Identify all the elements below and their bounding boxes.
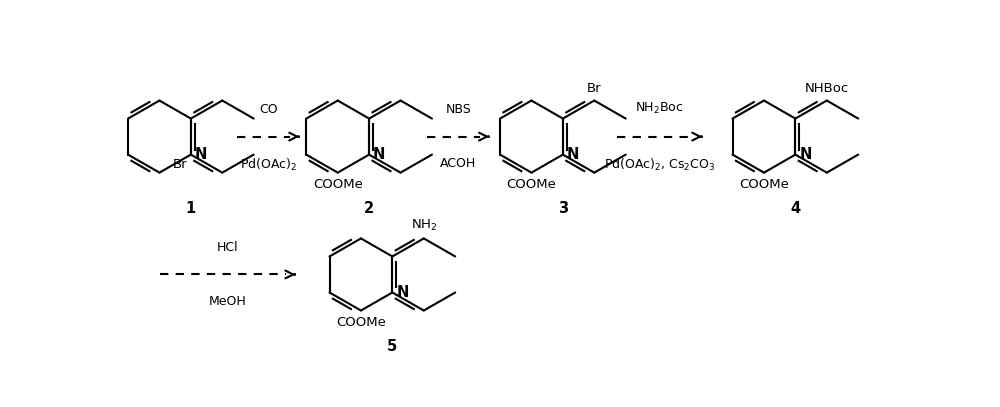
Text: MeOH: MeOH: [209, 295, 247, 308]
Text: N: N: [195, 147, 207, 162]
Text: N: N: [799, 147, 812, 162]
Text: 5: 5: [387, 339, 398, 354]
Text: COOMe: COOMe: [507, 178, 556, 191]
Text: N: N: [396, 285, 409, 300]
Text: NH$_2$: NH$_2$: [411, 218, 437, 233]
Text: HCl: HCl: [217, 241, 239, 254]
Text: CO: CO: [259, 103, 278, 116]
Text: NBS: NBS: [445, 103, 471, 116]
Text: NH$_2$Boc: NH$_2$Boc: [635, 101, 684, 116]
Text: 4: 4: [790, 201, 800, 216]
Text: COOMe: COOMe: [313, 178, 363, 191]
Text: COOMe: COOMe: [739, 178, 789, 191]
Text: Pd(OAc)$_2$, Cs$_2$CO$_3$: Pd(OAc)$_2$, Cs$_2$CO$_3$: [604, 157, 715, 173]
Text: N: N: [373, 147, 385, 162]
Text: NHBoc: NHBoc: [805, 82, 849, 95]
Text: Pd(OAc)$_2$: Pd(OAc)$_2$: [240, 157, 297, 173]
Text: 3: 3: [558, 201, 568, 216]
Text: N: N: [567, 147, 579, 162]
Text: COOMe: COOMe: [336, 316, 386, 329]
Text: ACOH: ACOH: [440, 157, 476, 170]
Text: 1: 1: [186, 201, 196, 216]
Text: Br: Br: [172, 158, 187, 171]
Text: 2: 2: [364, 201, 374, 216]
Text: Br: Br: [587, 82, 602, 95]
